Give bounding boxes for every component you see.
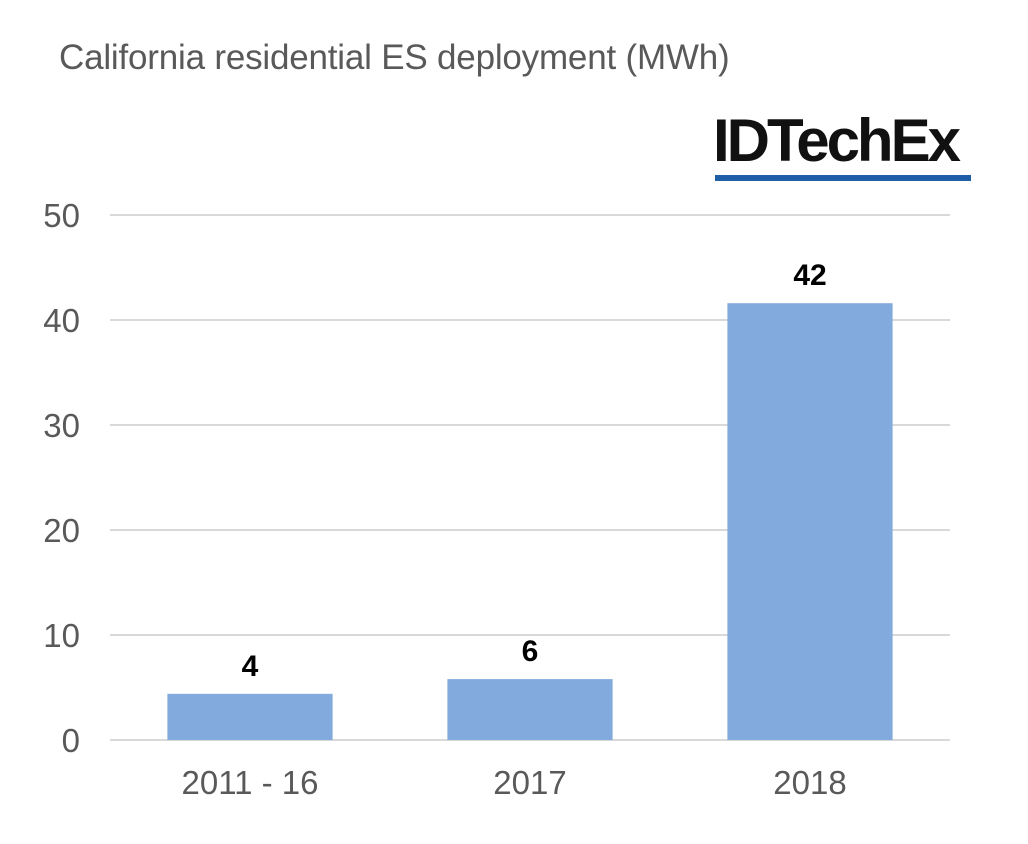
y-tick-label: 50: [43, 197, 80, 234]
data-labels: 4 6 42: [242, 259, 827, 683]
idtechex-logo: IDTechEx: [713, 108, 971, 182]
y-tick-label: 20: [43, 512, 80, 549]
data-label: 6: [522, 635, 539, 668]
y-tick-label: 30: [43, 407, 80, 444]
bar: [447, 679, 613, 740]
x-tick-label: 2017: [493, 764, 566, 801]
bar: [727, 303, 893, 740]
y-tick-label: 0: [62, 722, 80, 759]
x-tick-label: 2018: [773, 764, 846, 801]
data-label: 42: [793, 259, 826, 292]
x-tick-label: 2011 - 16: [182, 764, 319, 801]
data-label: 4: [242, 650, 259, 683]
y-tick-label: 10: [43, 617, 80, 654]
logo-underline: [715, 175, 971, 181]
bars: [167, 303, 893, 740]
y-tick-label: 40: [43, 302, 80, 339]
logo-text: IDTechEx: [713, 107, 961, 174]
chart-title: California residential ES deployment (MW…: [59, 38, 730, 77]
x-axis-ticks: 2011 - 16 2017 2018: [182, 764, 847, 801]
y-axis-ticks: 0 10 20 30 40 50: [43, 197, 80, 759]
bar: [167, 693, 333, 740]
